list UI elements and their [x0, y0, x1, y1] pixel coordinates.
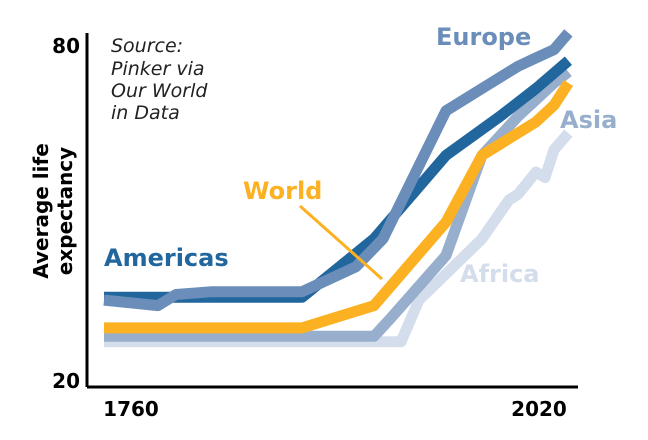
- y-axis-label: Average life expectancy: [29, 143, 77, 279]
- source-line-2: Pinker via: [111, 58, 205, 80]
- series-line-asia: [104, 67, 572, 342]
- y-tick-80: 80: [52, 34, 80, 58]
- label-americas: Americas: [104, 244, 229, 272]
- source-line-3: Our World: [111, 80, 208, 102]
- label-africa: Africa: [460, 260, 540, 288]
- y-axis-label-line-2: expectancy: [53, 147, 77, 275]
- series-labels: Europe Asia World Americas Africa: [104, 23, 617, 288]
- series-line-americas: [104, 56, 572, 303]
- series-line-europe: [103, 29, 573, 312]
- x-tick-2020: 2020: [511, 397, 567, 421]
- y-tick-20: 20: [52, 369, 80, 393]
- label-world: World: [243, 177, 322, 205]
- series-line-world: [104, 80, 574, 334]
- source-line-4: in Data: [111, 102, 180, 124]
- label-asia: Asia: [560, 106, 617, 134]
- label-europe: Europe: [436, 23, 531, 51]
- source-line-1: Source:: [111, 35, 183, 57]
- x-tick-1760: 1760: [103, 397, 159, 421]
- world-callout-line: [299, 204, 383, 281]
- y-axis-label-line-1: Average life: [29, 143, 53, 279]
- source-note: Source: Pinker via Our World in Data: [111, 35, 208, 124]
- series-layer: [103, 29, 574, 348]
